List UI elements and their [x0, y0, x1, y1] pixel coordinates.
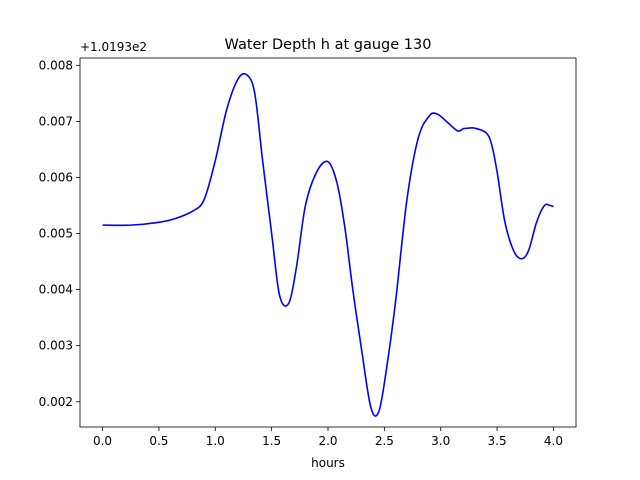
x-tick-label-4: 2.0 — [318, 434, 337, 448]
y-tick-label-6: 0.008 — [39, 58, 73, 72]
x-axis-label: hours — [311, 456, 345, 470]
x-tick-label-5: 2.5 — [375, 434, 394, 448]
x-tick-label-0: 0.0 — [93, 434, 112, 448]
y-offset-label: +1.0193e2 — [80, 40, 147, 54]
y-tick-label-1: 0.003 — [39, 339, 73, 353]
y-tick-label-3: 0.005 — [39, 227, 73, 241]
x-tick-label-7: 3.5 — [488, 434, 507, 448]
x-tick-label-6: 3.0 — [431, 434, 450, 448]
x-tick-label-8: 4.0 — [544, 434, 563, 448]
chart-title: Water Depth h at gauge 130 — [225, 37, 432, 53]
y-tick-label-0: 0.002 — [39, 395, 73, 409]
plot-area: 0.0 0.5 1.0 1.5 2.0 2.5 3.0 3.5 4.0 0.002 0.003 0.0… — [39, 57, 577, 448]
y-tick-label-2: 0.004 — [39, 283, 73, 297]
y-tick-label-5: 0.007 — [39, 114, 73, 128]
plot-frame — [79, 57, 577, 428]
x-tick-label-3: 1.5 — [262, 434, 281, 448]
y-tick-label-4: 0.006 — [39, 170, 73, 184]
x-tick-label-2: 1.0 — [206, 434, 225, 448]
x-tick-label-1: 0.5 — [149, 434, 168, 448]
series-line-0 — [102, 72, 554, 417]
